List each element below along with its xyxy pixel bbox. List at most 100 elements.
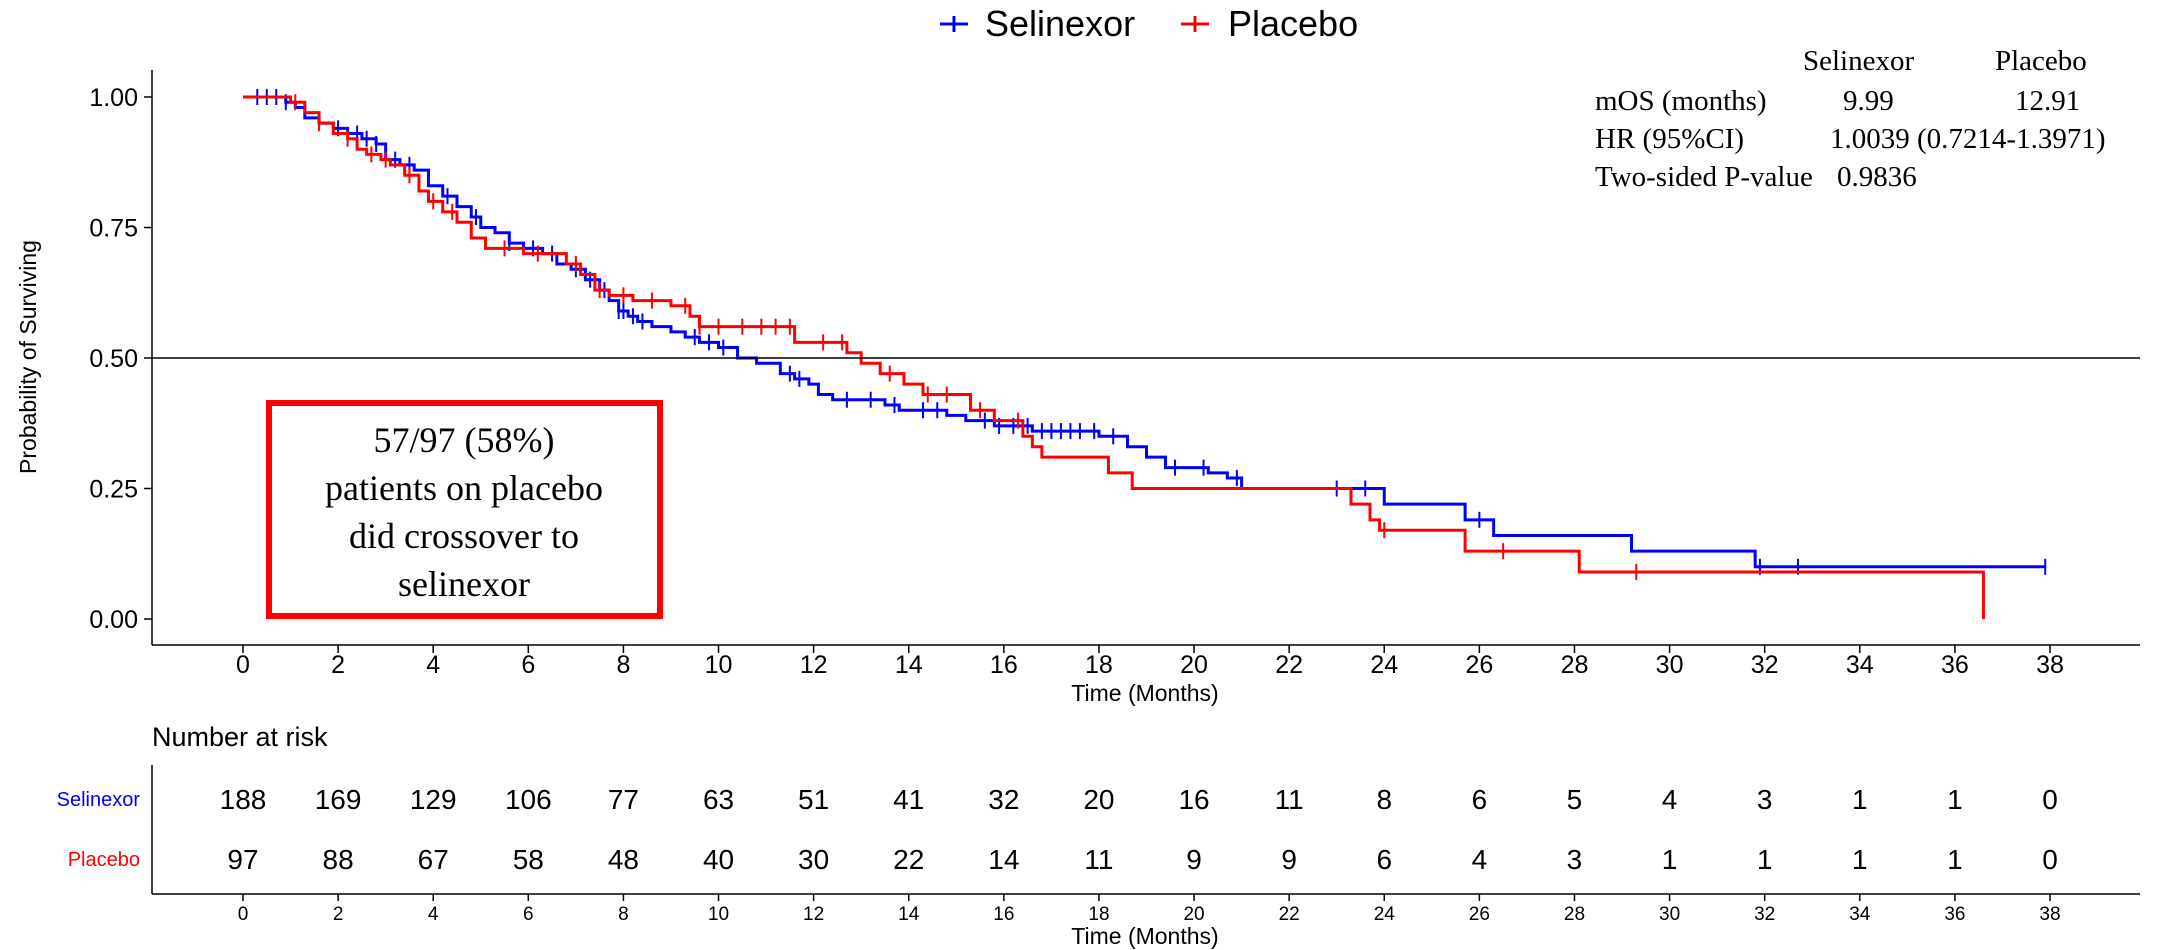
risk-count-placebo: 1 <box>1947 844 1963 875</box>
plot-area: Probability of Surviving Time (Months) 0… <box>15 70 2140 706</box>
stats-mos-placebo: 12.91 <box>2015 85 2080 117</box>
crossover-annotation: 57/97 (58%) patients on placebo did cros… <box>266 400 663 619</box>
risk-count-selinexor: 106 <box>505 784 552 815</box>
y-tick-label: 1.00 <box>89 84 138 112</box>
risk-count-placebo: 0 <box>2042 844 2058 875</box>
risk-count-selinexor: 129 <box>410 784 457 815</box>
risk-x-tick-label: 24 <box>1374 904 1396 925</box>
risk-count-placebo: 67 <box>418 844 449 875</box>
risk-x-tick-label: 4 <box>428 904 439 925</box>
stats-mos-selinexor: 9.99 <box>1843 85 1894 117</box>
x-tick-label: 8 <box>616 651 630 679</box>
legend: Selinexor Placebo <box>940 3 1358 44</box>
risk-x-tick-label: 26 <box>1469 904 1490 925</box>
x-tick-label: 4 <box>426 651 440 679</box>
risk-count-selinexor: 11 <box>1275 784 1304 815</box>
risk-count-placebo: 3 <box>1567 844 1583 875</box>
risk-count-placebo: 1 <box>1757 844 1773 875</box>
risk-x-tick-label: 18 <box>1088 904 1109 925</box>
x-tick-label: 34 <box>1846 651 1874 679</box>
annotation-box <box>266 400 663 619</box>
x-tick-label: 36 <box>1941 651 1969 679</box>
x-tick-label: 38 <box>2036 651 2064 679</box>
risk-count-placebo: 6 <box>1376 844 1392 875</box>
risk-x-tick-label: 10 <box>708 904 729 925</box>
annotation-line-2: patients on placebo <box>325 468 603 508</box>
risk-count-selinexor: 63 <box>703 784 734 815</box>
y-tick-label: 0.75 <box>89 215 138 243</box>
x-tick-label: 24 <box>1370 651 1398 679</box>
risk-count-placebo: 88 <box>323 844 354 875</box>
risk-x-tick-label: 28 <box>1564 904 1585 925</box>
stats-mos-label: mOS (months) <box>1595 85 1767 117</box>
risk-count-placebo: 30 <box>798 844 829 875</box>
x-tick-label: 6 <box>521 651 535 679</box>
risk-count-selinexor: 0 <box>2042 784 2058 815</box>
stats-p-label: Two-sided P-value <box>1595 161 1813 193</box>
risk-x-axis-label: Time (Months) <box>1071 923 1218 949</box>
risk-count-selinexor: 5 <box>1567 784 1583 815</box>
risk-table: Number at risk Selinexor Placebo Time (M… <box>57 722 2140 949</box>
risk-count-placebo: 11 <box>1084 844 1113 875</box>
stats-header-placebo: Placebo <box>1995 45 2087 77</box>
x-tick-label: 14 <box>895 651 923 679</box>
x-axis-label: Time (Months) <box>1071 680 1218 706</box>
risk-x-tick-label: 32 <box>1754 904 1775 925</box>
y-tick-label: 0.25 <box>89 476 138 504</box>
risk-table-cells: 188 169 129 106 77 63 51 41 32 20 16 11 8 6 5 4 3 1 1 097 88… <box>220 784 2058 875</box>
risk-count-selinexor: 169 <box>315 784 362 815</box>
risk-count-placebo: 9 <box>1281 844 1297 875</box>
risk-x-tick-label: 0 <box>238 904 249 925</box>
legend-label-selinexor: Selinexor <box>985 3 1135 44</box>
risk-count-placebo: 48 <box>608 844 639 875</box>
risk-count-selinexor: 41 <box>893 784 924 815</box>
risk-count-selinexor: 188 <box>220 784 267 815</box>
risk-count-placebo: 1 <box>1852 844 1868 875</box>
stats-p-value: 0.9836 <box>1837 161 1917 193</box>
risk-x-tick-label: 14 <box>898 904 920 925</box>
legend-item-placebo: Placebo <box>1181 3 1358 44</box>
risk-count-selinexor: 1 <box>1947 784 1963 815</box>
risk-count-selinexor: 4 <box>1662 784 1678 815</box>
risk-x-tick-label: 6 <box>523 904 534 925</box>
risk-count-selinexor: 16 <box>1178 784 1209 815</box>
risk-count-selinexor: 32 <box>988 784 1019 815</box>
y-tick-label: 0.00 <box>89 606 138 634</box>
x-tick-label: 16 <box>990 651 1018 679</box>
risk-x-tick-label: 38 <box>2039 904 2060 925</box>
risk-x-tick-label: 2 <box>333 904 344 925</box>
risk-x-tick-label: 34 <box>1849 904 1871 925</box>
x-tick-label: 12 <box>800 651 828 679</box>
x-tick-label: 32 <box>1751 651 1779 679</box>
risk-x-tick-label: 8 <box>618 904 629 925</box>
risk-count-selinexor: 6 <box>1472 784 1488 815</box>
curve-placebo <box>243 95 1985 619</box>
annotation-line-1: 57/97 (58%) <box>374 420 555 460</box>
risk-x-tick-label: 30 <box>1659 904 1680 925</box>
risk-count-selinexor: 20 <box>1083 784 1114 815</box>
x-tick-label: 2 <box>331 651 345 679</box>
stats-hr-value: 1.0039 (0.7214-1.3971) <box>1830 123 2105 155</box>
survival-curves <box>243 89 2047 619</box>
risk-count-placebo: 14 <box>988 844 1019 875</box>
risk-x-tick-label: 22 <box>1279 904 1300 925</box>
risk-count-placebo: 4 <box>1472 844 1488 875</box>
x-tick-label: 0 <box>236 651 250 679</box>
risk-count-selinexor: 3 <box>1757 784 1773 815</box>
x-axis-ticks: 0 2 4 6 8 10 12 14 16 18 20 22 24 26 28 30 32 34 36 38 <box>236 645 2064 679</box>
stats-header-selinexor: Selinexor <box>1803 45 1914 77</box>
risk-count-placebo: 58 <box>513 844 544 875</box>
risk-table-title: Number at risk <box>152 722 328 752</box>
stats-table: Selinexor Placebo mOS (months) 9.99 12.9… <box>1595 45 2105 193</box>
y-axis-label: Probability of Surviving <box>15 240 41 474</box>
y-axis-ticks: 0.00 0.25 0.50 0.75 1.00 <box>89 84 152 634</box>
risk-x-tick-label: 20 <box>1183 904 1204 925</box>
x-tick-label: 28 <box>1561 651 1589 679</box>
risk-row-label-selinexor: Selinexor <box>57 789 141 811</box>
stats-hr-label: HR (95%CI) <box>1595 123 1744 155</box>
risk-count-placebo: 97 <box>227 844 258 875</box>
curve-selinexor <box>243 95 2046 569</box>
risk-x-tick-label: 12 <box>803 904 824 925</box>
risk-count-selinexor: 8 <box>1376 784 1392 815</box>
